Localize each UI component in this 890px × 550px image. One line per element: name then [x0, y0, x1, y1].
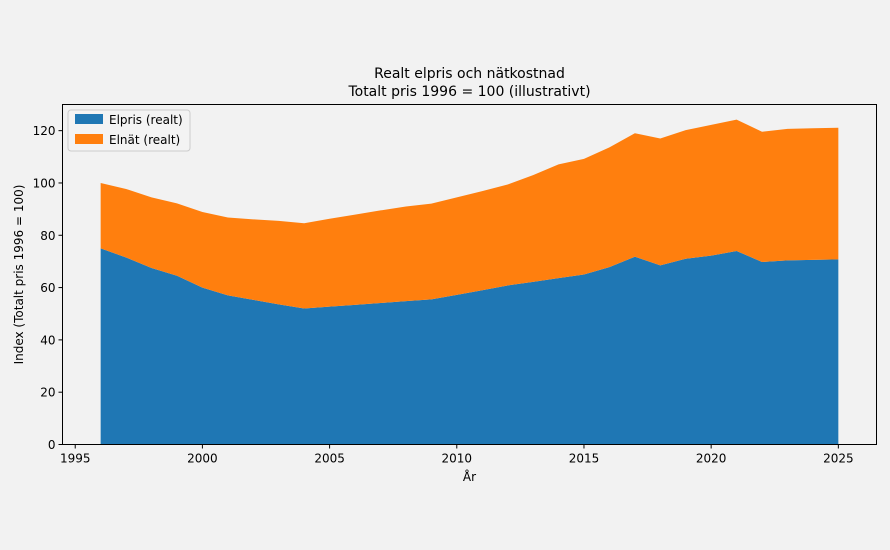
y-tick-label: 60	[40, 281, 55, 295]
legend: Elpris (realt) Elnät (realt)	[67, 109, 191, 152]
y-tick-label: 80	[40, 229, 55, 243]
x-tick-label: 2010	[442, 452, 473, 466]
y-tick-label: 40	[40, 333, 55, 347]
legend-swatch-elpris	[75, 114, 103, 124]
plot-frame	[62, 104, 877, 445]
x-tick-label: 2005	[314, 452, 345, 466]
x-tick-label: 2000	[187, 452, 218, 466]
chart-title: Realt elpris och nätkostnad	[374, 66, 565, 82]
area-elnat	[100, 119, 839, 309]
chart-subtitle: Totalt pris 1996 = 100 (illustrativt)	[347, 84, 590, 100]
y-tick-label: 100	[33, 176, 56, 190]
y-tick-label: 120	[33, 124, 56, 138]
legend-label-elpris: Elpris (realt)	[109, 113, 183, 127]
x-tick-label: 1995	[60, 452, 91, 466]
x-tick-label: 2025	[823, 452, 854, 466]
x-axis-label: År	[463, 469, 476, 484]
legend-swatch-elnat	[75, 134, 103, 144]
y-tick-label: 20	[40, 386, 55, 400]
y-tick-label: 0	[48, 438, 56, 452]
area-elpris	[100, 248, 839, 445]
x-tick-label: 2020	[696, 452, 727, 466]
x-tick-label: 2015	[569, 452, 600, 466]
legend-label-elnat: Elnät (realt)	[109, 133, 180, 147]
y-axis-label: Index (Totalt pris 1996 = 100)	[12, 185, 26, 365]
